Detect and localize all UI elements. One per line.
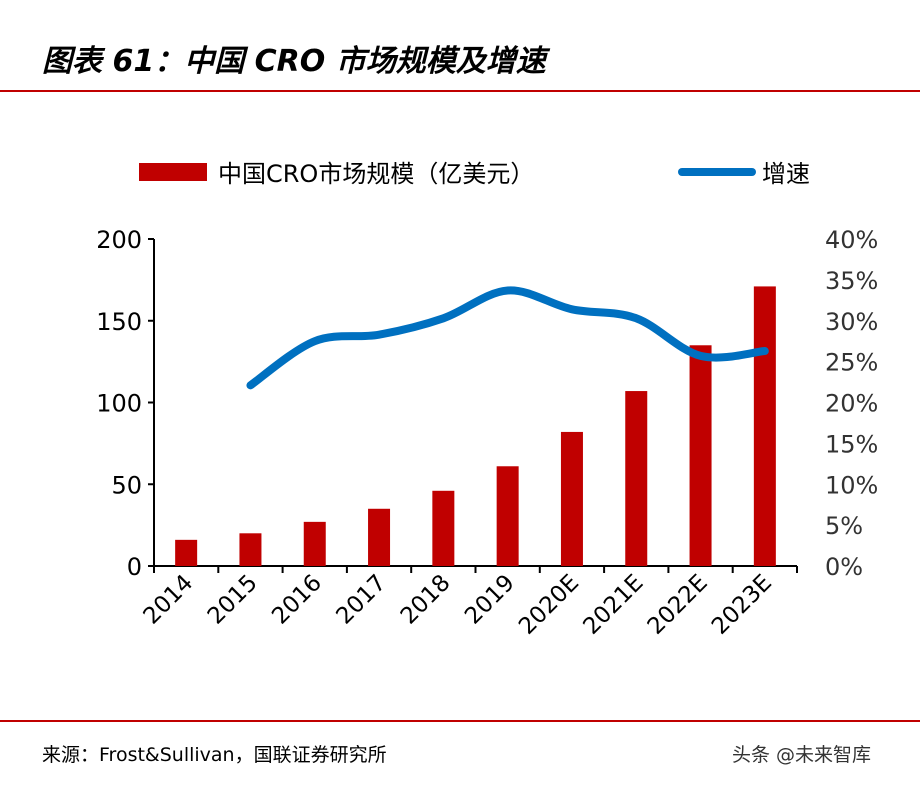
footer-divider: [0, 720, 920, 722]
left-tick-label: 0: [127, 553, 142, 581]
left-tick-label: 200: [96, 226, 142, 254]
bar-2022E: [689, 345, 712, 566]
bar-2019: [496, 466, 519, 566]
right-tick-label: 15%: [825, 430, 878, 458]
legend-bar-swatch: [139, 163, 207, 181]
right-tick-label: 25%: [825, 349, 878, 377]
x-tick-label: 2017: [332, 570, 392, 630]
x-tick-label: 2016: [267, 570, 327, 630]
bar-2014: [175, 539, 198, 566]
left-tick-label: 100: [96, 390, 142, 418]
x-tick-label: 2020E: [514, 570, 584, 640]
right-tick-label: 40%: [825, 226, 878, 254]
bar-2016: [303, 521, 326, 566]
bar-2018: [432, 490, 455, 566]
x-tick-label: 2022E: [643, 570, 713, 640]
x-tick-label: 2018: [396, 570, 456, 630]
growth-line: [246, 286, 769, 390]
left-tick-label: 50: [111, 471, 142, 499]
bar-2021E: [625, 391, 648, 566]
right-tick-label: 30%: [825, 308, 878, 336]
title-divider: [0, 90, 920, 92]
x-tick-label: 2014: [139, 570, 199, 630]
right-tick-label: 20%: [825, 390, 878, 418]
legend-bar-label: 中国CRO市场规模（亿美元）: [218, 160, 534, 188]
right-tick-label: 5%: [825, 512, 863, 540]
x-tick-label: 2021E: [578, 570, 648, 640]
bar-2017: [368, 508, 391, 566]
source-note: 来源：Frost&Sullivan，国联证券研究所: [42, 744, 387, 766]
left-tick-label: 150: [96, 308, 142, 336]
bar-2023E: [753, 286, 776, 566]
x-tick-label: 2019: [460, 570, 520, 630]
legend-line-label: 增速: [762, 160, 810, 188]
chart: 0 50 100 150 200 0% 5% 10% 15% 20% 25% 30% 35% 40% 201…: [96, 160, 878, 640]
page-title: 图表 61：中国 CRO 市场规模及增速: [42, 44, 546, 79]
x-tick-label: 2023E: [707, 570, 777, 640]
right-tick-label: 10%: [825, 471, 878, 499]
right-tick-label: 0%: [825, 553, 863, 581]
right-tick-label: 35%: [825, 267, 878, 295]
bar-2020E: [560, 431, 583, 566]
watermark: 头条 @未来智库: [732, 744, 872, 766]
bar-2015: [239, 533, 262, 566]
x-tick-label: 2015: [203, 570, 263, 630]
